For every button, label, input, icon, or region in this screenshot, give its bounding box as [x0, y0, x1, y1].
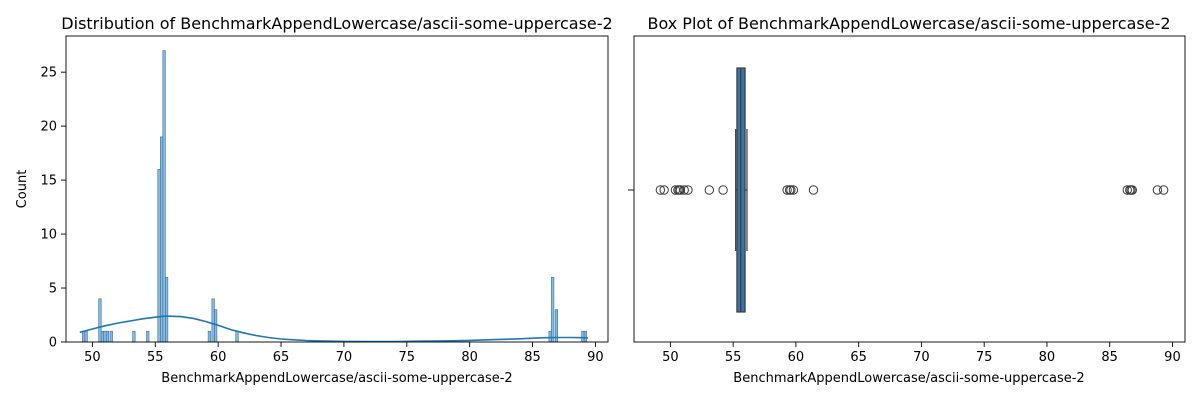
histogram-y-ticks: 0 5 10 15 20 25 — [40, 66, 66, 351]
histogram-bar-5 — [105, 330, 110, 343]
histogram-bar-8 — [146, 330, 150, 343]
histogram-bar-17 — [548, 330, 552, 343]
boxplot-panel: Box Plot of BenchmarkAppendLowercase/asc… — [628, 14, 1186, 386]
histogram-bar-0 — [82, 330, 86, 343]
histogram-y-tick-label-3: 15 — [40, 174, 57, 189]
histogram-y-tick-label-2: 10 — [40, 228, 57, 243]
histogram-bar-14 — [211, 298, 215, 343]
boxplot-outliers — [655, 185, 1169, 195]
histogram-bar-4 — [103, 330, 107, 343]
boxplot-outlier-15 — [1122, 185, 1132, 195]
histogram-bar-16 — [235, 330, 239, 343]
histogram-x-tick-label-2: 60 — [210, 350, 227, 365]
boxplot-x-tick-label-8: 90 — [1164, 350, 1181, 365]
boxplot-x-tick-label-2: 60 — [788, 350, 805, 365]
histogram-bar-1 — [84, 330, 88, 343]
histogram-x-axis-label: BenchmarkAppendLowercase/ascii-some-uppe… — [161, 371, 512, 386]
boxplot-x-tick-label-6: 80 — [1039, 350, 1056, 365]
histogram-axes-frame — [65, 35, 609, 343]
histogram-bar-3 — [100, 330, 105, 343]
histogram-bar-12 — [165, 276, 169, 343]
histogram-bar-13 — [207, 330, 211, 343]
histogram-bar-21 — [583, 330, 587, 343]
boxplot-outlier-13 — [788, 185, 799, 195]
boxplot-outlier-19 — [1152, 185, 1163, 195]
histogram-x-tick-label-7: 85 — [524, 350, 541, 365]
histogram-bar-15 — [214, 309, 218, 343]
boxplot-x-tick-label-5: 75 — [976, 350, 993, 365]
boxplot-title: Box Plot of BenchmarkAppendLowercase/asc… — [647, 14, 1170, 33]
boxplot-outlier-9 — [718, 185, 728, 195]
histogram-bar-7 — [132, 330, 136, 343]
boxplot-outlier-10 — [782, 185, 792, 195]
boxplot-outlier-0 — [655, 185, 666, 195]
histogram-bar-6 — [109, 330, 113, 343]
boxplot-outlier-12 — [786, 185, 796, 195]
histogram-bar-20 — [581, 330, 585, 343]
histogram-title: Distribution of BenchmarkAppendLowercase… — [61, 14, 612, 33]
histogram-bar-2 — [98, 298, 102, 343]
histogram-x-tick-label-6: 80 — [461, 350, 478, 365]
histogram-bar-10 — [160, 136, 164, 343]
histogram-x-tick-label-1: 55 — [147, 350, 164, 365]
boxplot-x-tick-label-1: 55 — [725, 350, 742, 365]
boxplot-outlier-6 — [679, 185, 689, 195]
kde-curve — [79, 315, 588, 343]
boxplot-outlier-20 — [1158, 185, 1169, 195]
histogram-panel: Distribution of BenchmarkAppendLowercase… — [15, 14, 613, 386]
boxplot-x-tick-label-4: 70 — [913, 350, 930, 365]
histogram-x-tick-label-5: 75 — [399, 350, 416, 365]
boxplot-x-tick-label-7: 85 — [1101, 350, 1118, 365]
histogram-bar-11 — [162, 50, 166, 343]
histogram-y-tick-label-1: 5 — [49, 282, 57, 297]
boxplot-outlier-14 — [808, 185, 819, 195]
boxplot-outlier-1 — [659, 185, 669, 195]
boxplot-outlier-7 — [683, 185, 693, 195]
boxplot-axes-frame — [633, 35, 1186, 343]
boxplot-outlier-8 — [704, 185, 715, 195]
boxplot-outlier-5 — [675, 185, 686, 195]
histogram-y-tick-label-4: 20 — [40, 120, 57, 135]
histogram-x-tick-label-3: 65 — [273, 350, 290, 365]
histogram-bar-18 — [551, 276, 555, 343]
boxplot-x-tick-label-0: 50 — [662, 350, 679, 365]
boxplot-x-ticks: 50 55 60 65 70 75 80 85 90 — [662, 342, 1181, 365]
histogram-bars — [82, 50, 587, 343]
histogram-x-ticks: 50 55 60 65 70 75 80 85 90 — [84, 342, 604, 365]
boxplot-x-tick-label-3: 65 — [850, 350, 867, 365]
histogram-x-tick-label-0: 50 — [84, 350, 101, 365]
histogram-x-tick-label-8: 90 — [587, 350, 604, 365]
histogram-y-tick-label-0: 0 — [49, 336, 57, 351]
histogram-x-tick-label-4: 70 — [336, 350, 353, 365]
boxplot-outlier-18 — [1127, 185, 1137, 195]
boxplot-x-axis-label: BenchmarkAppendLowercase/ascii-some-uppe… — [733, 371, 1084, 386]
histogram-y-tick-label-5: 25 — [40, 66, 57, 81]
histogram-y-axis-label: Count — [15, 170, 30, 209]
